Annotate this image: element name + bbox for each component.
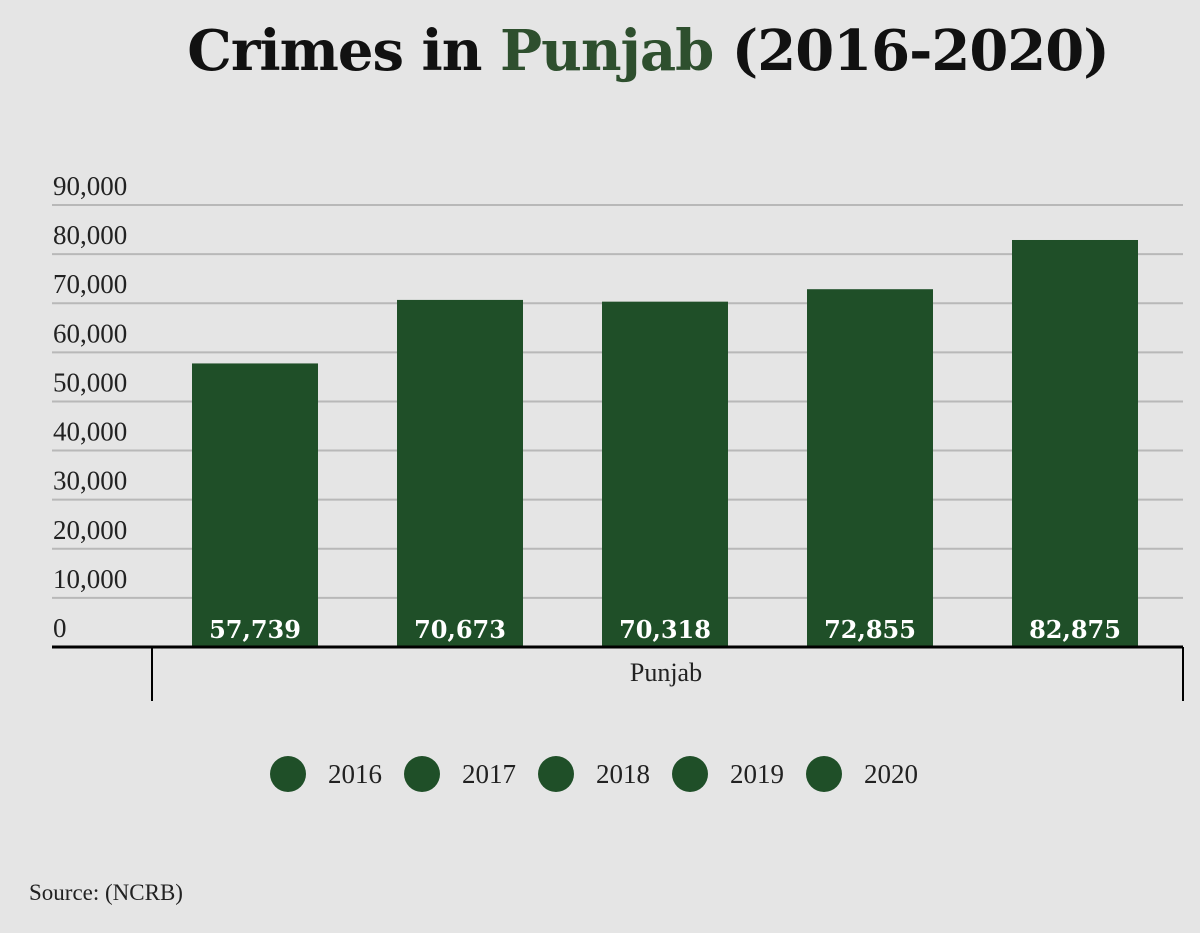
legend-label: 2017 <box>462 758 516 789</box>
legend-label: 2016 <box>328 758 382 789</box>
legend-item-2017: 2017 <box>404 756 516 792</box>
bar-2016 <box>192 363 318 647</box>
title-suffix: (2016-2020) <box>713 18 1110 84</box>
y-tick-label: 20,000 <box>53 515 127 545</box>
bar-2020 <box>1012 239 1138 647</box>
legend-label: 2018 <box>596 758 650 789</box>
bar-2019 <box>807 289 933 647</box>
legend-marker <box>672 756 708 792</box>
bar-2018 <box>602 301 728 647</box>
data-label-2016: 57,739 <box>209 615 301 644</box>
legend-marker <box>404 756 440 792</box>
data-label-2020: 82,875 <box>1029 615 1121 644</box>
legend-item-2016: 2016 <box>270 756 382 792</box>
y-tick-label: 90,000 <box>53 171 127 201</box>
title-prefix: Crimes in <box>187 18 501 84</box>
bar-chart: 0 10,000 20,000 30,000 40,000 50,000 60,000 70,… <box>52 171 1184 701</box>
data-label-2019: 72,855 <box>824 615 916 644</box>
y-tick-label: 40,000 <box>53 417 127 447</box>
legend: 2016 2017 2018 2019 2020 <box>270 752 940 796</box>
legend-marker <box>806 756 842 792</box>
y-tick-label: 50,000 <box>53 367 127 397</box>
legend-marker <box>270 756 306 792</box>
x-category-label: Punjab <box>630 658 702 687</box>
data-label-2017: 70,673 <box>414 615 506 644</box>
bar-2017 <box>397 299 523 647</box>
legend-marker <box>538 756 574 792</box>
title-highlight: Punjab <box>500 18 714 84</box>
legend-label: 2019 <box>730 758 784 789</box>
legend-item-2019: 2019 <box>672 756 784 792</box>
y-tick-label: 60,000 <box>53 318 127 348</box>
y-tick-label: 30,000 <box>53 466 127 496</box>
y-tick-label: 70,000 <box>53 269 127 299</box>
legend-item-2020: 2020 <box>806 756 918 792</box>
y-tick-label: 80,000 <box>53 220 127 250</box>
legend-item-2018: 2018 <box>538 756 650 792</box>
chart-title: Crimes in Punjab (2016-2020) <box>0 18 1200 84</box>
y-tick-label: 0 <box>53 613 67 643</box>
legend-label: 2020 <box>864 758 918 789</box>
source-note: Source: (NCRB) <box>29 880 183 905</box>
y-tick-label: 10,000 <box>53 564 127 594</box>
data-label-2018: 70,318 <box>619 615 711 644</box>
